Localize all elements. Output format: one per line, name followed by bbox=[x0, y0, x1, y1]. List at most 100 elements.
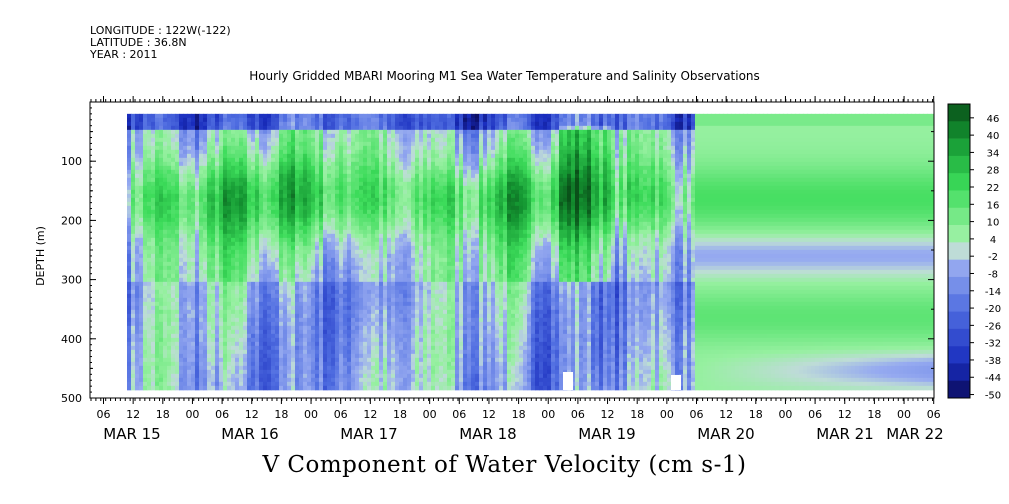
heatmap-cell bbox=[151, 325, 156, 331]
heatmap-cell bbox=[367, 265, 372, 271]
heatmap-cell bbox=[239, 293, 244, 299]
heatmap-cell bbox=[279, 209, 284, 215]
heatmap-cell bbox=[195, 169, 200, 175]
heatmap-cell bbox=[243, 249, 248, 255]
heatmap-cell bbox=[211, 165, 216, 171]
heatmap-cell bbox=[387, 289, 392, 295]
heatmap-cell bbox=[395, 385, 400, 391]
heatmap-cell bbox=[171, 125, 176, 131]
heatmap-cell bbox=[275, 225, 280, 231]
heatmap-cell bbox=[383, 201, 388, 207]
heatmap-cell bbox=[319, 285, 324, 291]
heatmap-cell bbox=[135, 341, 140, 347]
heatmap-cell bbox=[315, 161, 320, 167]
heatmap-cell bbox=[155, 337, 160, 343]
heatmap-cell bbox=[243, 125, 248, 131]
heatmap-cell bbox=[155, 349, 160, 355]
heatmap-cell bbox=[159, 161, 164, 167]
heatmap-cell bbox=[187, 225, 192, 231]
heatmap-cell bbox=[295, 333, 300, 339]
heatmap-cell bbox=[195, 193, 200, 199]
heatmap-cell bbox=[319, 245, 324, 251]
heatmap-cell bbox=[275, 381, 280, 387]
heatmap-cell bbox=[375, 289, 380, 295]
heatmap-cell bbox=[359, 193, 364, 199]
heatmap-cell bbox=[183, 165, 188, 171]
heatmap-cell bbox=[307, 181, 312, 187]
heatmap-cell bbox=[331, 301, 336, 307]
heatmap-cell bbox=[399, 245, 404, 251]
heatmap-cell bbox=[411, 293, 416, 299]
heatmap-cell bbox=[355, 225, 360, 231]
heatmap-cell bbox=[135, 249, 140, 255]
heatmap-cell bbox=[319, 177, 324, 183]
heatmap-cell bbox=[271, 317, 276, 323]
heatmap-cell bbox=[383, 261, 388, 267]
heatmap-cell bbox=[147, 165, 152, 171]
heatmap-cell bbox=[335, 113, 340, 119]
heatmap-cell bbox=[127, 209, 132, 215]
heatmap-cell bbox=[315, 145, 320, 151]
heatmap-cell bbox=[359, 301, 364, 307]
heatmap-cell bbox=[311, 353, 316, 359]
heatmap-cell bbox=[339, 189, 344, 195]
heatmap-cell bbox=[375, 293, 380, 299]
heatmap-cell bbox=[403, 293, 408, 299]
heatmap-cell bbox=[319, 365, 324, 371]
heatmap-cell bbox=[359, 297, 364, 303]
heatmap-cell bbox=[223, 149, 228, 155]
heatmap-cell bbox=[263, 353, 268, 359]
heatmap-cell bbox=[223, 341, 228, 347]
heatmap-cell bbox=[391, 329, 396, 335]
heatmap-cell bbox=[323, 133, 328, 139]
heatmap-cell bbox=[391, 181, 396, 187]
heatmap-cell bbox=[171, 197, 176, 203]
heatmap-cell bbox=[339, 341, 344, 347]
heatmap-cell bbox=[267, 317, 272, 323]
heatmap-cell bbox=[307, 189, 312, 195]
heatmap-cell bbox=[295, 225, 300, 231]
heatmap-cell bbox=[347, 293, 352, 299]
heatmap-cell bbox=[363, 325, 368, 331]
heatmap-cell bbox=[299, 177, 304, 183]
heatmap-cell bbox=[147, 229, 152, 235]
heatmap-cell bbox=[399, 225, 404, 231]
heatmap-cell bbox=[339, 249, 344, 255]
heatmap-cell bbox=[179, 361, 184, 367]
heatmap-cell bbox=[299, 209, 304, 215]
heatmap-cell bbox=[179, 281, 184, 287]
heatmap-cell bbox=[271, 341, 276, 347]
heatmap-cell bbox=[235, 289, 240, 295]
heatmap-cell bbox=[395, 241, 400, 247]
heatmap-cell bbox=[183, 261, 188, 267]
heatmap-cell bbox=[199, 145, 204, 151]
heatmap-cell bbox=[303, 225, 308, 231]
heatmap-cell bbox=[139, 237, 144, 243]
heatmap-cell bbox=[283, 265, 288, 271]
heatmap-cell bbox=[159, 261, 164, 267]
heatmap-cell bbox=[391, 213, 396, 219]
heatmap-cell bbox=[223, 277, 228, 283]
heatmap-cell bbox=[175, 289, 180, 295]
heatmap-cell bbox=[223, 373, 228, 379]
heatmap-cell bbox=[303, 137, 308, 143]
heatmap-cell bbox=[263, 121, 268, 127]
heatmap-cell bbox=[143, 113, 148, 119]
heatmap-cell bbox=[159, 297, 164, 303]
heatmap-cell bbox=[379, 249, 384, 255]
heatmap-cell bbox=[343, 141, 348, 147]
heatmap-cell bbox=[179, 265, 184, 271]
heatmap-cell bbox=[267, 289, 272, 295]
heatmap-cell bbox=[267, 321, 272, 327]
heatmap-cell bbox=[155, 377, 160, 383]
heatmap-cell bbox=[219, 317, 224, 323]
heatmap-cell bbox=[227, 321, 232, 327]
heatmap-cell bbox=[299, 313, 304, 319]
heatmap-cell bbox=[395, 149, 400, 155]
heatmap-cell bbox=[299, 233, 304, 239]
heatmap-cell bbox=[367, 137, 372, 143]
heatmap-cell bbox=[215, 217, 220, 223]
heatmap-cell bbox=[331, 133, 336, 139]
heatmap-cell bbox=[303, 297, 308, 303]
heatmap-cell bbox=[355, 321, 360, 327]
